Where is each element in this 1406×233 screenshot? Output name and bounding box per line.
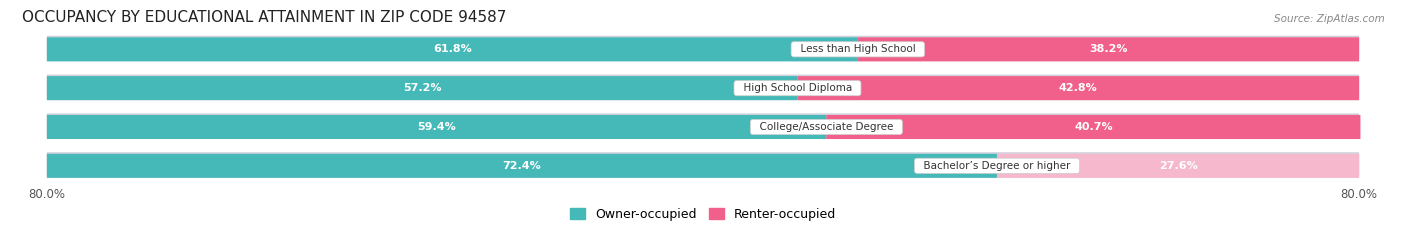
FancyBboxPatch shape bbox=[46, 115, 827, 139]
FancyBboxPatch shape bbox=[46, 76, 1360, 100]
FancyBboxPatch shape bbox=[46, 76, 797, 100]
FancyBboxPatch shape bbox=[46, 36, 1360, 60]
FancyBboxPatch shape bbox=[46, 37, 858, 61]
FancyBboxPatch shape bbox=[827, 115, 1361, 139]
Text: 59.4%: 59.4% bbox=[418, 122, 456, 132]
FancyBboxPatch shape bbox=[46, 115, 1360, 139]
FancyBboxPatch shape bbox=[46, 113, 1360, 137]
Text: 42.8%: 42.8% bbox=[1059, 83, 1098, 93]
FancyBboxPatch shape bbox=[46, 37, 1360, 61]
FancyBboxPatch shape bbox=[46, 152, 1360, 176]
FancyBboxPatch shape bbox=[46, 154, 997, 178]
Text: 57.2%: 57.2% bbox=[404, 83, 441, 93]
FancyBboxPatch shape bbox=[46, 154, 1360, 178]
FancyBboxPatch shape bbox=[797, 76, 1360, 100]
Text: Source: ZipAtlas.com: Source: ZipAtlas.com bbox=[1274, 14, 1385, 24]
Text: Bachelor’s Degree or higher: Bachelor’s Degree or higher bbox=[917, 161, 1077, 171]
FancyBboxPatch shape bbox=[46, 75, 1360, 99]
Text: 40.7%: 40.7% bbox=[1074, 122, 1112, 132]
Text: 80.0%: 80.0% bbox=[28, 188, 65, 201]
Legend: Owner-occupied, Renter-occupied: Owner-occupied, Renter-occupied bbox=[569, 208, 837, 221]
Text: 38.2%: 38.2% bbox=[1090, 44, 1128, 54]
Text: OCCUPANCY BY EDUCATIONAL ATTAINMENT IN ZIP CODE 94587: OCCUPANCY BY EDUCATIONAL ATTAINMENT IN Z… bbox=[22, 10, 506, 25]
Text: 80.0%: 80.0% bbox=[1341, 188, 1378, 201]
FancyBboxPatch shape bbox=[858, 37, 1360, 61]
Text: College/Associate Degree: College/Associate Degree bbox=[754, 122, 900, 132]
Text: 61.8%: 61.8% bbox=[433, 44, 472, 54]
Text: 27.6%: 27.6% bbox=[1159, 161, 1198, 171]
FancyBboxPatch shape bbox=[997, 154, 1360, 178]
Text: High School Diploma: High School Diploma bbox=[737, 83, 858, 93]
Text: 72.4%: 72.4% bbox=[502, 161, 541, 171]
Text: Less than High School: Less than High School bbox=[794, 44, 922, 54]
